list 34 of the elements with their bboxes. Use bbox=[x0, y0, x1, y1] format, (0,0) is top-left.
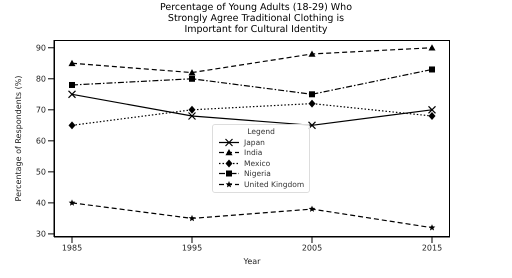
point bbox=[188, 214, 196, 222]
point bbox=[68, 90, 76, 98]
point bbox=[188, 106, 196, 114]
point bbox=[68, 199, 76, 206]
point bbox=[309, 91, 315, 98]
point bbox=[428, 106, 436, 114]
point bbox=[308, 121, 316, 130]
y-tick-label: 30 bbox=[36, 230, 46, 239]
point bbox=[308, 206, 316, 212]
point bbox=[308, 100, 316, 108]
point bbox=[189, 76, 195, 82]
point bbox=[428, 112, 436, 120]
y-tick-label: 90 bbox=[36, 44, 46, 53]
y-tick-label: 50 bbox=[36, 168, 46, 177]
chart-title: Percentage of Young Adults (18-29) Who Strongly Agree Traditional Clothing is Important for Cultural Identity bbox=[160, 2, 352, 35]
point bbox=[68, 121, 76, 130]
point bbox=[429, 66, 435, 72]
point bbox=[188, 69, 196, 76]
x-axis-title: Year bbox=[242, 257, 262, 266]
point bbox=[308, 50, 316, 57]
y-axis-title: Percentage of Respondents (%) bbox=[14, 76, 23, 202]
point bbox=[428, 224, 436, 231]
x-tick-label: 1985 bbox=[62, 244, 82, 253]
x-tick-label: 2005 bbox=[302, 244, 322, 253]
x-tick-label: 2015 bbox=[422, 244, 442, 253]
y-tick-label: 80 bbox=[36, 74, 46, 84]
y-tick-label: 40 bbox=[36, 198, 46, 208]
x-tick-label: 1995 bbox=[182, 244, 202, 253]
point bbox=[68, 60, 76, 66]
point bbox=[69, 82, 75, 88]
point bbox=[188, 112, 196, 120]
y-tick-label: 60 bbox=[36, 136, 46, 146]
point bbox=[428, 44, 436, 51]
y-tick-label: 70 bbox=[36, 106, 46, 115]
